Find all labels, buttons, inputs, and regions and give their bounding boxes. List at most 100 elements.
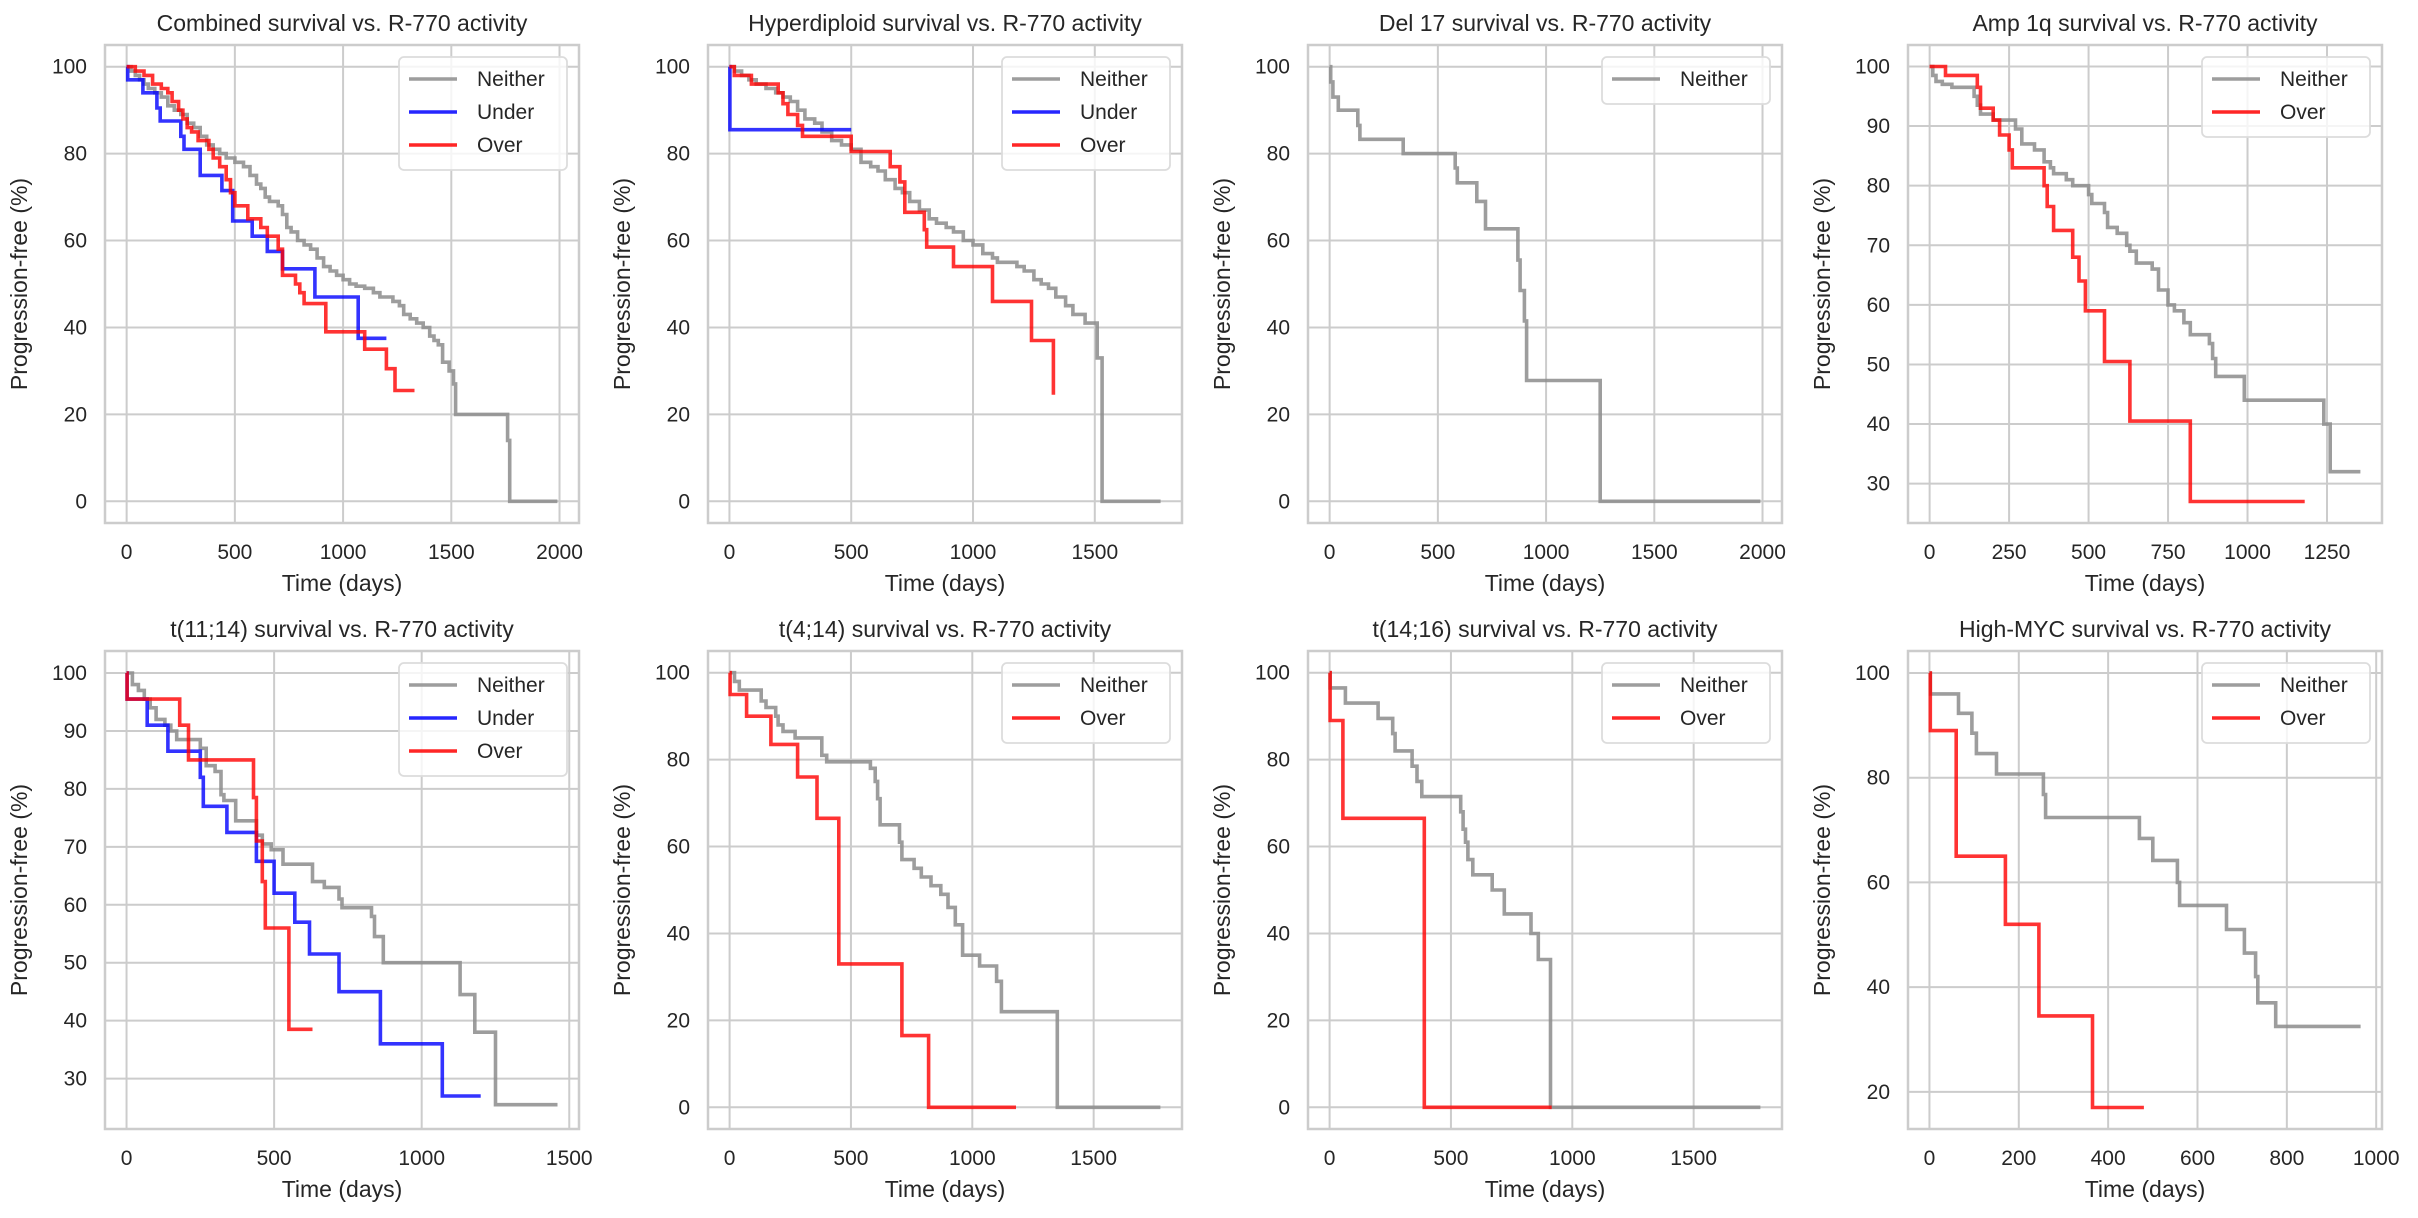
x-tick-label: 0 (1924, 541, 1936, 564)
x-tick-label: 1000 (2224, 541, 2271, 564)
panel-title: Hyperdiploid survival vs. R-770 activity (748, 10, 1142, 36)
legend-label: Neither (1680, 68, 1748, 91)
y-tick-label: 40 (667, 922, 690, 945)
km-curve-neither (729, 670, 1161, 1110)
x-tick-label: 200 (2001, 1147, 2036, 1170)
x-axis-label: Time (days) (1485, 1176, 1606, 1202)
y-tick-label: 40 (64, 316, 87, 339)
km-curve-under (125, 671, 481, 1098)
x-tick-label: 1000 (950, 541, 997, 564)
y-tick-label: 40 (1267, 922, 1290, 945)
y-tick-label: 50 (64, 952, 87, 975)
x-tick-label: 500 (1433, 1147, 1468, 1170)
y-tick-label: 80 (1267, 749, 1290, 772)
km-curve-over (728, 670, 1016, 1110)
legend-label: Over (1080, 134, 1126, 157)
panel-title: Combined survival vs. R-770 activity (157, 10, 528, 36)
y-tick-label: 40 (1267, 316, 1290, 339)
axes-frame (1906, 43, 2384, 525)
y-tick-label: 90 (64, 720, 87, 743)
legend-box (1601, 662, 1771, 744)
legend-label: Over (1680, 707, 1726, 730)
legend: Neither Under Over (398, 56, 568, 171)
y-tick-label: 60 (1267, 230, 1290, 253)
y-tick-label: 60 (667, 230, 690, 253)
y-tick-label: 60 (1267, 836, 1290, 859)
x-axis-label: Time (days) (1485, 570, 1606, 596)
y-tick-label: 60 (64, 230, 87, 253)
y-tick-label: 100 (655, 662, 690, 685)
legend: Neither Over (2201, 662, 2371, 744)
legend-box (398, 56, 568, 171)
legend-label: Over (1080, 707, 1126, 730)
legend-label: Neither (2280, 674, 2348, 697)
panel-1: 0 500 1000 1500 2000 0 20 40 60 80 100 Combined sur… (6, 10, 583, 596)
km-curve-neither (729, 64, 1161, 504)
y-tick-label: 40 (1867, 413, 1890, 436)
legend: Neither Over (1601, 662, 1771, 744)
panel-8: 0 200 400 600 800 1000 20 40 60 80 100 High-MYC sur… (1809, 616, 2400, 1202)
legend: Neither Under Over (398, 662, 568, 777)
y-axis-label: Progression-free (%) (609, 784, 635, 996)
km-curve-over (125, 671, 313, 1032)
y-tick-label: 20 (667, 403, 690, 426)
km-curve-neither (1929, 64, 2361, 474)
y-tick-label: 50 (1867, 353, 1890, 376)
x-tick-label: 0 (121, 1147, 133, 1170)
y-tick-label: 100 (52, 56, 87, 79)
km-curve-over (1928, 671, 2144, 1110)
y-tick-label: 80 (1867, 175, 1890, 198)
y-tick-label: 80 (667, 749, 690, 772)
legend-label: Over (477, 134, 523, 157)
x-tick-label: 2000 (1739, 541, 1786, 564)
y-tick-label: 20 (667, 1009, 690, 1032)
legend-box (398, 662, 568, 777)
y-tick-label: 40 (1867, 976, 1890, 999)
y-tick-label: 60 (1867, 294, 1890, 317)
y-tick-label: 100 (1855, 662, 1890, 685)
axes-frame (103, 43, 581, 525)
y-tick-label: 80 (1267, 143, 1290, 166)
km-curve-over (1929, 64, 2305, 504)
x-tick-label: 1000 (1549, 1147, 1596, 1170)
legend-label: Neither (477, 68, 545, 91)
legend-label: Neither (1680, 674, 1748, 697)
x-tick-label: 1500 (1070, 1147, 1117, 1170)
x-tick-label: 0 (121, 541, 133, 564)
y-tick-label: 30 (1867, 473, 1890, 496)
y-tick-label: 30 (64, 1068, 87, 1091)
x-tick-label: 1500 (1071, 541, 1118, 564)
legend-label: Over (477, 740, 523, 763)
y-tick-label: 70 (64, 836, 87, 859)
x-tick-label: 1500 (1670, 1147, 1717, 1170)
legend-box (1601, 56, 1771, 105)
axes-frame (103, 649, 581, 1131)
km-curve-neither (1328, 64, 1761, 504)
x-tick-label: 1000 (398, 1147, 445, 1170)
x-tick-label: 1250 (2304, 541, 2351, 564)
y-tick-label: 0 (678, 490, 690, 513)
y-tick-label: 80 (64, 143, 87, 166)
x-tick-label: 0 (1924, 1147, 1936, 1170)
legend-box (1001, 662, 1171, 744)
y-tick-label: 100 (52, 662, 87, 685)
y-tick-label: 0 (1278, 490, 1290, 513)
plot-area (1308, 45, 1782, 523)
panel-4: 0 250 500 750 1000 1250 30 40 50 60 70 80 90 100 Amp 1… (1809, 10, 2384, 596)
y-axis-label: Progression-free (%) (6, 178, 32, 390)
x-tick-label: 0 (1324, 1147, 1336, 1170)
x-tick-label: 1000 (949, 1147, 996, 1170)
x-tick-label: 1500 (1631, 541, 1678, 564)
legend-label: Over (2280, 101, 2326, 124)
legend-label: Neither (477, 674, 545, 697)
panel-title: Amp 1q survival vs. R-770 activity (1972, 10, 2318, 36)
x-axis-label: Time (days) (885, 1176, 1006, 1202)
legend-label: Under (1080, 101, 1137, 124)
y-tick-label: 0 (678, 1096, 690, 1119)
panel-title: t(14;16) survival vs. R-770 activity (1372, 616, 1718, 642)
x-tick-label: 2000 (536, 541, 583, 564)
x-tick-label: 0 (1324, 541, 1336, 564)
legend: Neither Under Over (1001, 56, 1171, 171)
y-tick-label: 70 (1867, 234, 1890, 257)
